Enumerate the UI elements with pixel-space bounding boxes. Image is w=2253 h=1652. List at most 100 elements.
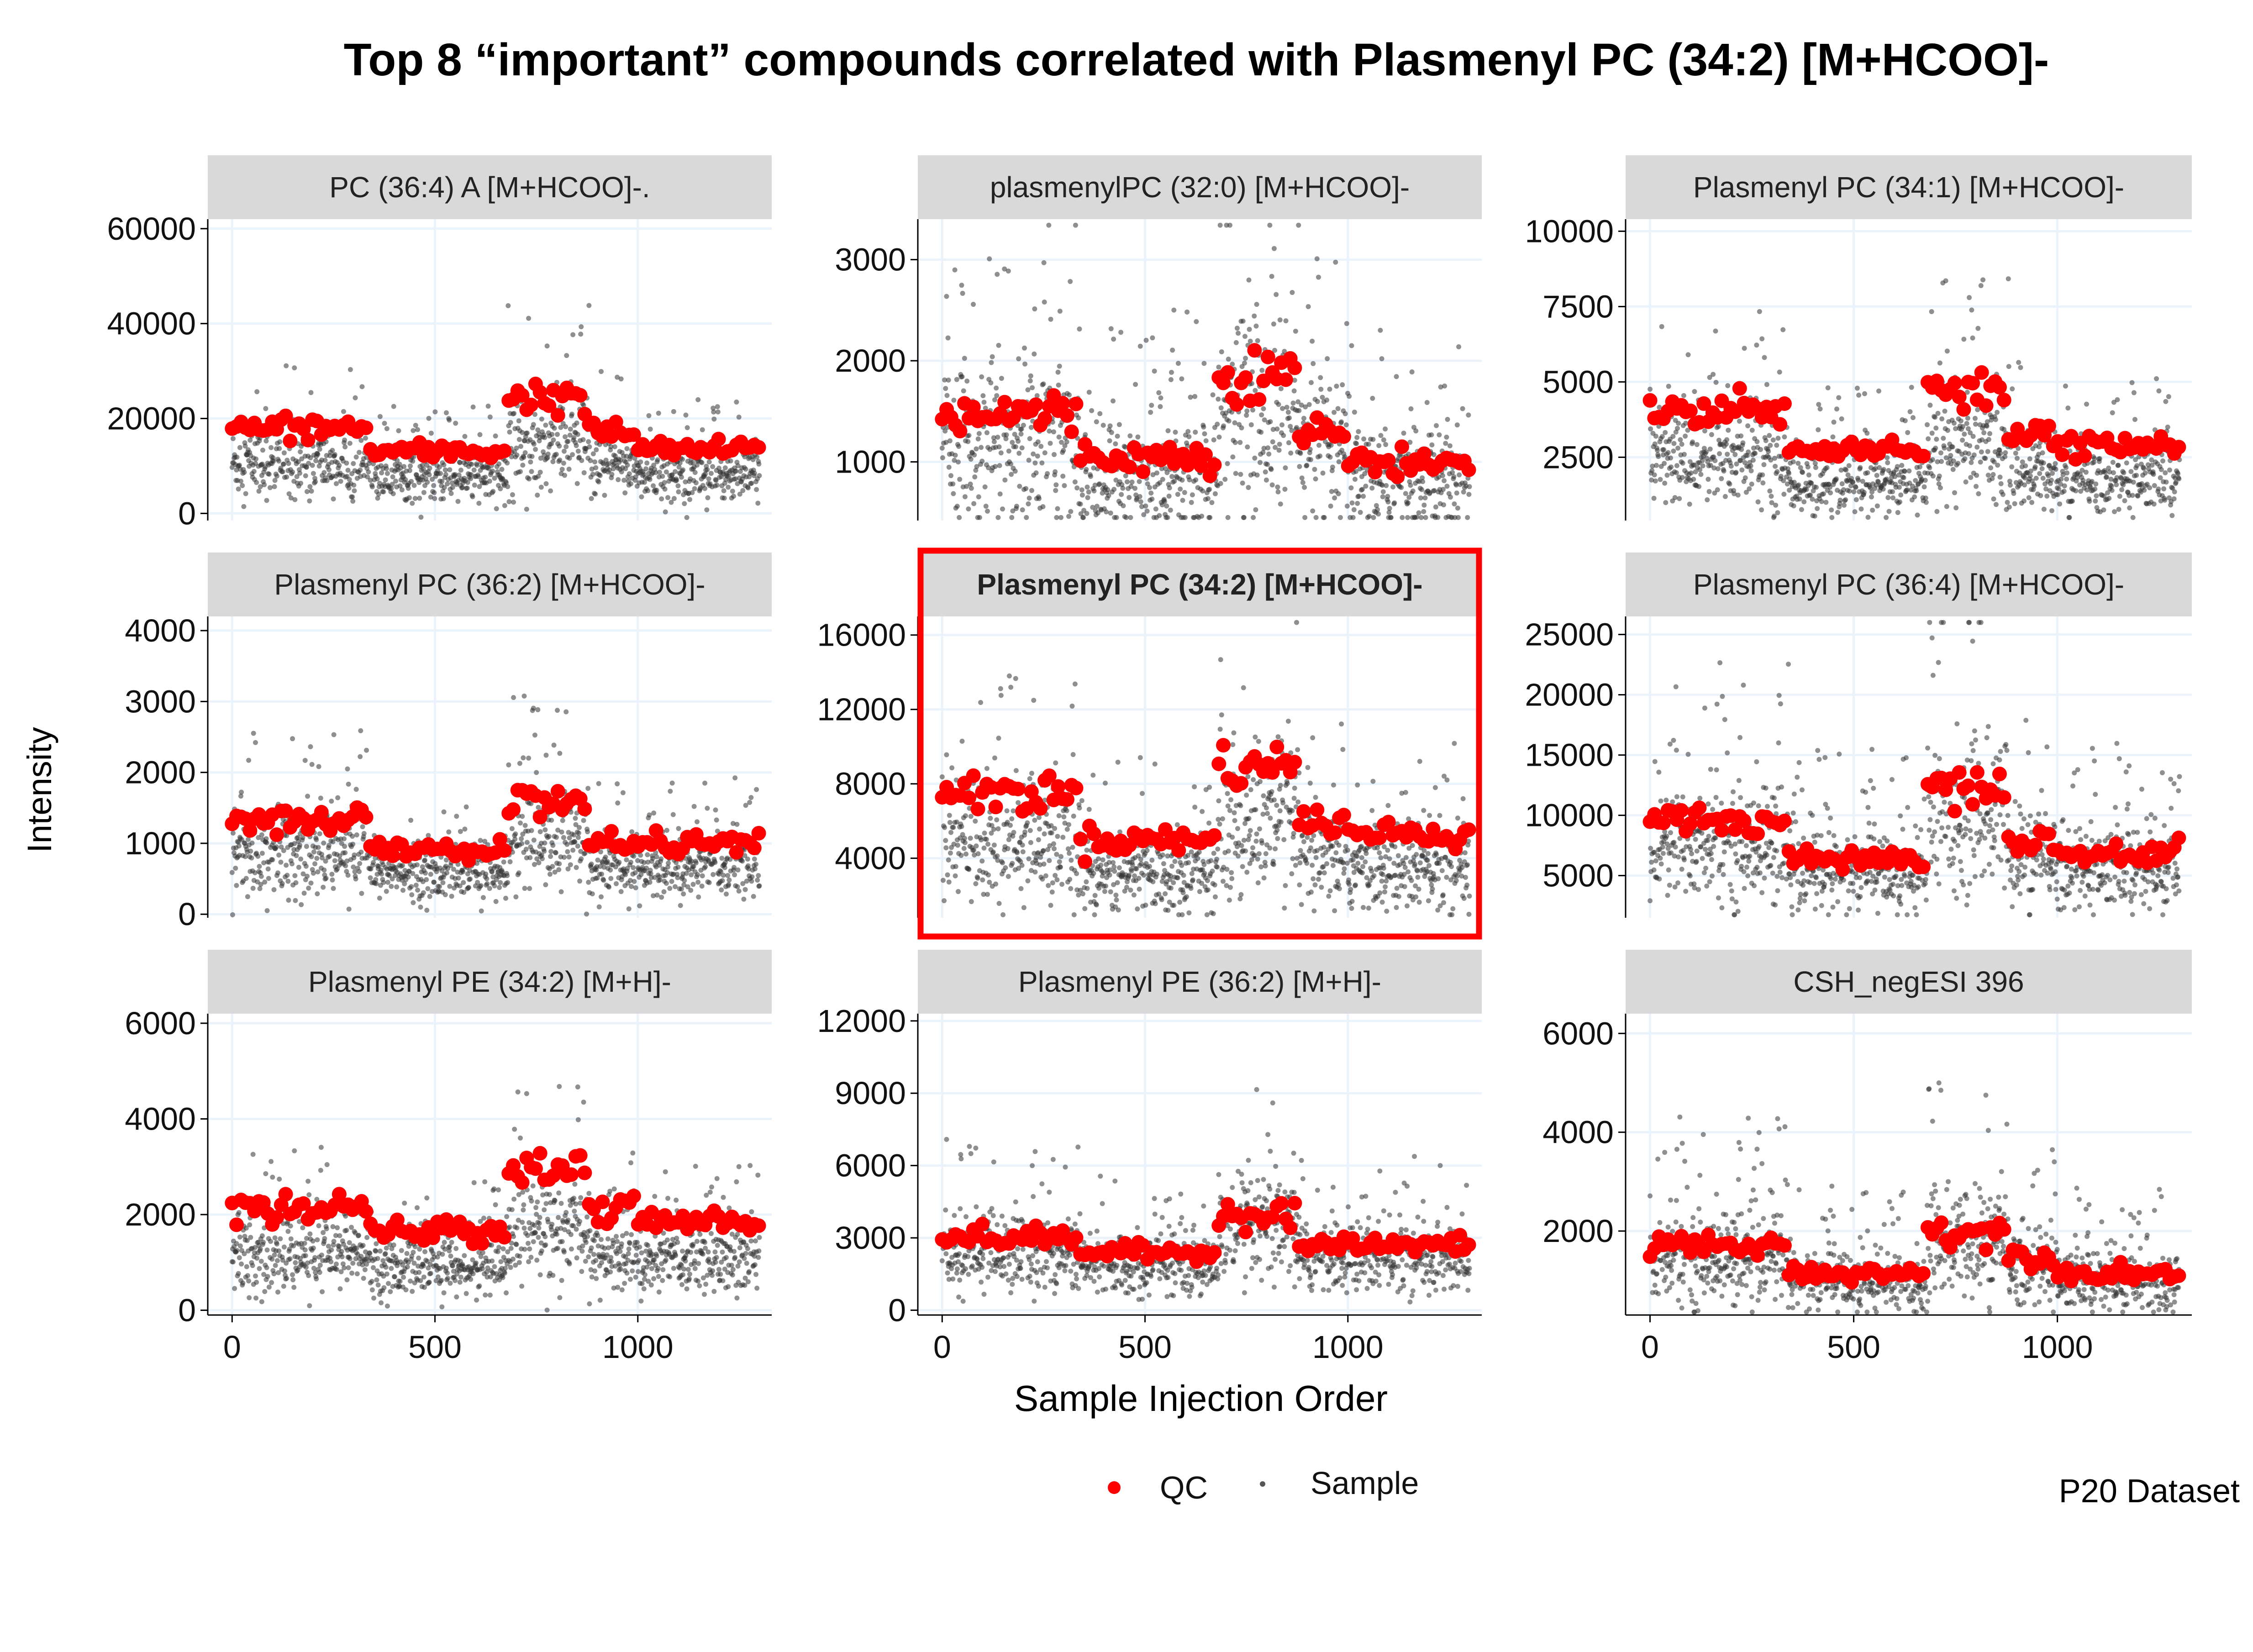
sample-point (579, 856, 584, 862)
sample-point (954, 377, 959, 382)
sample-point (234, 467, 239, 473)
sample-point (1912, 494, 1917, 500)
sample-point (1111, 398, 1116, 404)
sample-point (564, 842, 570, 847)
sample-point (384, 471, 390, 476)
sample-point (732, 775, 738, 781)
sample-point (1340, 382, 1345, 388)
sample-point (230, 912, 235, 917)
sample-point (2041, 506, 2047, 512)
sample-point (2032, 484, 2037, 489)
sample-point (605, 461, 611, 467)
sample-point (561, 835, 566, 840)
sample-point (357, 861, 363, 866)
sample-point (1203, 438, 1209, 443)
sample-point (1274, 292, 1279, 297)
sample-point (1854, 385, 1860, 391)
sample-point (1424, 400, 1430, 405)
sample-point (1944, 504, 1949, 509)
sample-point (490, 489, 496, 494)
sample-point (1314, 256, 1320, 262)
sample-point (979, 445, 984, 450)
y-tick-label: 2000 (835, 343, 906, 379)
sample-point (2040, 475, 2046, 481)
sample-point (1440, 473, 1445, 479)
sample-point (683, 412, 689, 418)
sample-point (1106, 493, 1111, 498)
sample-point (396, 428, 401, 433)
sample-point (574, 865, 579, 870)
sample-point (1316, 274, 1321, 280)
sample-point (521, 693, 527, 699)
sample-point (342, 844, 347, 849)
sample-point (245, 894, 250, 900)
sample-point (1061, 448, 1066, 453)
sample-point (242, 443, 248, 449)
sample-point (1448, 495, 1453, 500)
sample-point (1201, 424, 1206, 430)
sample-point (1885, 495, 1891, 500)
sample-point (2102, 470, 2108, 475)
sample-point (549, 441, 554, 447)
sample-point (264, 908, 270, 913)
sample-point (1950, 444, 1955, 450)
sample-point (313, 458, 319, 463)
sample-point (242, 854, 248, 859)
sample-point (1299, 475, 1305, 481)
sample-point (632, 879, 637, 884)
sample-point (1952, 490, 1957, 495)
sample-point (1105, 487, 1111, 492)
sample-point (1035, 439, 1041, 445)
sample-point (619, 469, 624, 474)
sample-point (1755, 499, 1761, 505)
sample-point (1216, 364, 1221, 370)
sample-point (1681, 452, 1687, 457)
sample-point (1301, 416, 1306, 421)
sample-point (456, 472, 462, 478)
sample-point (1157, 480, 1163, 485)
qc-point (1773, 417, 1788, 432)
sample-point (229, 465, 235, 470)
sample-point (453, 421, 458, 426)
facet-strip-label: plasmenylPC (32:0) [M+HCOO]- (990, 171, 1410, 204)
sample-point (1763, 438, 1769, 443)
sample-point (1209, 500, 1215, 505)
sample-point (1017, 484, 1022, 489)
sample-point (1974, 444, 1980, 450)
sample-point (750, 457, 756, 463)
sample-point (1137, 343, 1143, 349)
sample-point (538, 455, 543, 461)
sample-point (1175, 492, 1180, 497)
sample-point (1333, 259, 1338, 265)
sample-point (749, 874, 755, 879)
sample-point (958, 852, 964, 858)
sample-point (1969, 307, 1974, 313)
sample-point (460, 484, 465, 490)
sample-point (1950, 467, 1956, 472)
sample-point (1724, 437, 1730, 442)
sample-point (521, 455, 526, 460)
sample-point (1923, 495, 1928, 501)
sample-point (695, 397, 701, 402)
sample-point (279, 881, 285, 886)
sample-point (1836, 395, 1842, 400)
sample-point (559, 829, 564, 835)
sample-point (633, 474, 638, 479)
sample-point (1079, 492, 1085, 498)
sample-point (314, 856, 320, 861)
sample-point (2130, 493, 2135, 498)
sample-point (2160, 458, 2165, 463)
sample-point (438, 471, 443, 476)
sample-point (518, 444, 524, 449)
qc-point (1278, 372, 1293, 387)
sample-point (945, 335, 951, 341)
sample-point (350, 494, 355, 500)
sample-point (308, 455, 313, 461)
sample-point (1693, 469, 1698, 474)
qc-point (1069, 396, 1084, 411)
sample-point (298, 856, 304, 862)
sample-point (1336, 459, 1342, 464)
sample-point (512, 837, 518, 842)
sample-point (316, 463, 322, 469)
sample-point (642, 479, 647, 485)
